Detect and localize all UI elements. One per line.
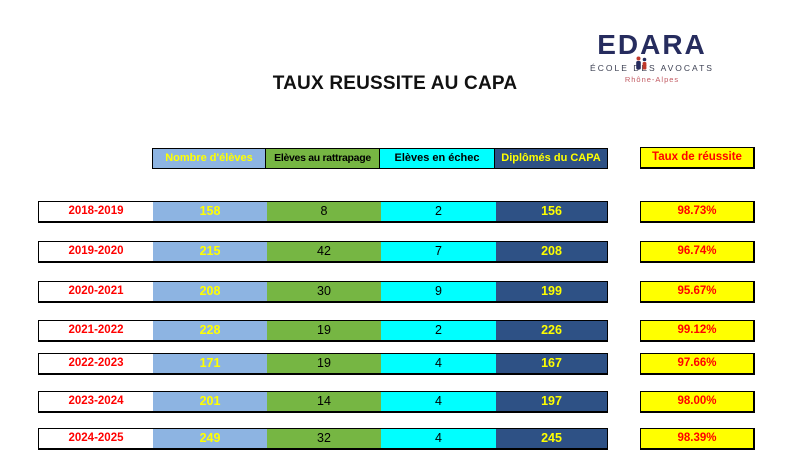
rate-box: 98.39% bbox=[640, 428, 755, 450]
year-cell: 2020-2021 bbox=[39, 282, 153, 301]
rate-box: 98.73% bbox=[640, 201, 755, 223]
year-cell: 2023-2024 bbox=[39, 392, 153, 411]
students-cell: 208 bbox=[153, 282, 267, 301]
retake-cell: 8 bbox=[267, 202, 381, 221]
year-cell: 2024-2025 bbox=[39, 429, 153, 448]
students-cell: 201 bbox=[153, 392, 267, 411]
retake-cell: 19 bbox=[267, 321, 381, 340]
year-cell: 2022-2023 bbox=[39, 354, 153, 373]
students-cell: 228 bbox=[153, 321, 267, 340]
graduates-cell: 226 bbox=[496, 321, 607, 340]
year-cell: 2018-2019 bbox=[39, 202, 153, 221]
rate-box: 97.66% bbox=[640, 353, 755, 375]
fail-cell: 9 bbox=[381, 282, 496, 301]
retake-cell: 14 bbox=[267, 392, 381, 411]
header-graduates: Diplômés du CAPA bbox=[494, 148, 608, 169]
page-title: TAUX REUSSITE AU CAPA bbox=[272, 73, 518, 94]
retake-cell: 42 bbox=[267, 242, 381, 261]
two-people-icon bbox=[635, 56, 648, 76]
table-row: 2022-2023 171 19 4 167 bbox=[38, 353, 608, 375]
graduates-cell: 156 bbox=[496, 202, 607, 221]
students-cell: 171 bbox=[153, 354, 267, 373]
table-row: 2019-2020 215 42 7 208 bbox=[38, 241, 608, 263]
rate-box: 95.67% bbox=[640, 281, 755, 303]
table-row: 2020-2021 208 30 9 199 bbox=[38, 281, 608, 303]
graduates-cell: 167 bbox=[496, 354, 607, 373]
fail-cell: 4 bbox=[381, 354, 496, 373]
graduates-cell: 208 bbox=[496, 242, 607, 261]
fail-cell: 4 bbox=[381, 429, 496, 448]
table-row: 2018-2019 158 8 2 156 bbox=[38, 201, 608, 223]
logo-subtitle: ÉCOLE DES AVOCATS bbox=[590, 63, 714, 73]
header-students: Nombre d'élèves bbox=[152, 148, 266, 169]
fail-cell: 4 bbox=[381, 392, 496, 411]
year-cell: 2019-2020 bbox=[39, 242, 153, 261]
table-row: 2021-2022 228 19 2 226 bbox=[38, 320, 608, 342]
students-cell: 215 bbox=[153, 242, 267, 261]
students-cell: 158 bbox=[153, 202, 267, 221]
graduates-cell: 199 bbox=[496, 282, 607, 301]
rate-box: 99.12% bbox=[640, 320, 755, 342]
retake-cell: 19 bbox=[267, 354, 381, 373]
retake-cell: 30 bbox=[267, 282, 381, 301]
students-cell: 249 bbox=[153, 429, 267, 448]
fail-cell: 2 bbox=[381, 321, 496, 340]
retake-cell: 32 bbox=[267, 429, 381, 448]
edara-logo: EDARA ÉCOLE DES AVOCATS Rhône-Alpes bbox=[563, 29, 741, 85]
rate-box: 96.74% bbox=[640, 241, 755, 263]
table-row: 2023-2024 201 14 4 197 bbox=[38, 391, 608, 413]
rate-box: 98.00% bbox=[640, 391, 755, 413]
graduates-cell: 245 bbox=[496, 429, 607, 448]
fail-cell: 2 bbox=[381, 202, 496, 221]
fail-cell: 7 bbox=[381, 242, 496, 261]
logo-wordmark: EDARA bbox=[597, 29, 707, 60]
header-rate: Taux de réussite bbox=[640, 147, 755, 169]
year-cell: 2021-2022 bbox=[39, 321, 153, 340]
logo-region: Rhône-Alpes bbox=[624, 75, 680, 84]
table-row: 2024-2025 249 32 4 245 bbox=[38, 428, 608, 450]
header-fail: Elèves en échec bbox=[379, 148, 495, 169]
graduates-cell: 197 bbox=[496, 392, 607, 411]
header-retake: Elèves au rattrapage bbox=[265, 148, 380, 169]
